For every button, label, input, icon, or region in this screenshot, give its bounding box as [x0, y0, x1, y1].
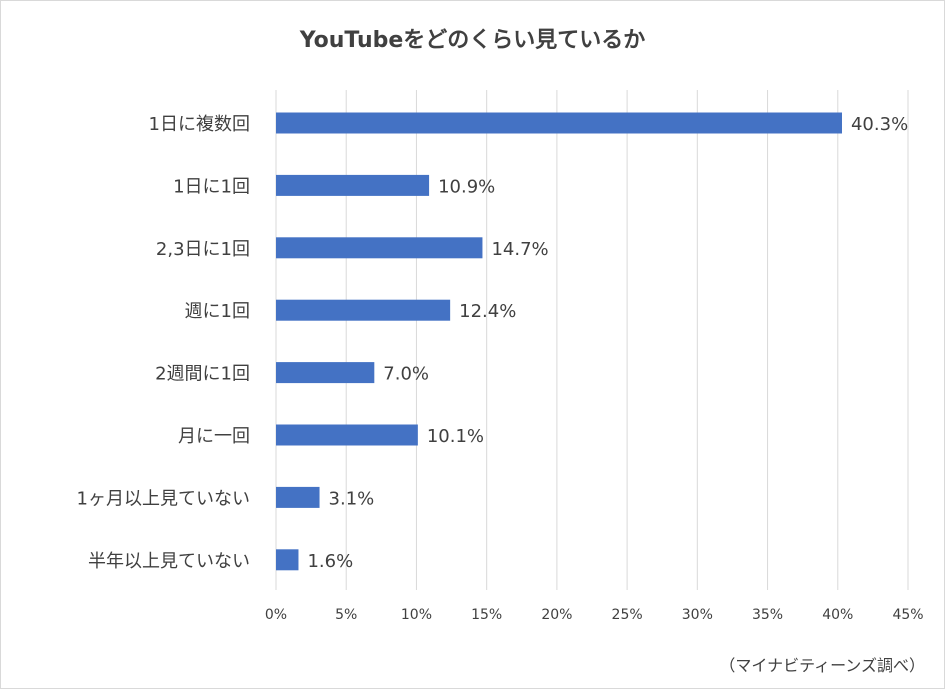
category-label: 月に一回 — [178, 426, 250, 447]
category-label: 半年以上見ていない — [88, 551, 250, 572]
value-label: 40.3% — [851, 114, 908, 135]
category-label: 1ヶ月以上見ていない — [77, 488, 250, 509]
bar — [276, 112, 842, 134]
x-tick-label: 35% — [752, 607, 783, 623]
x-tick-label: 15% — [471, 607, 502, 623]
x-tick-label: 25% — [612, 607, 643, 623]
chart-title: YouTubeをどのくらい見ているか — [299, 28, 646, 53]
bar — [276, 362, 375, 384]
x-tick-label: 20% — [541, 607, 572, 623]
value-label: 3.1% — [329, 488, 375, 509]
value-labels: 40.3% 10.9% 14.7% 12.4% 7.0% 10.1% 3.1% 1.6% — [307, 114, 908, 572]
bar — [276, 424, 418, 446]
x-tick-label: 5% — [335, 607, 357, 623]
value-label: 12.4% — [459, 301, 516, 322]
bar — [276, 299, 451, 321]
x-tick-labels: 0% 5% 10% 15% 20% 25% 30% 35% 40% 45% — [265, 607, 924, 623]
x-tick-label: 10% — [401, 607, 432, 623]
category-label: 2週間に1回 — [155, 364, 250, 385]
value-label: 10.9% — [438, 176, 495, 197]
bar — [276, 174, 430, 196]
x-tick-label: 45% — [892, 607, 923, 623]
value-label: 10.1% — [427, 426, 484, 447]
x-tick-label: 30% — [682, 607, 713, 623]
bars — [276, 112, 842, 571]
source-note: （マイナビティーンズ調べ） — [719, 656, 925, 675]
x-tick-label: 0% — [265, 607, 287, 623]
value-label: 1.6% — [307, 551, 353, 572]
category-label: 1日に1回 — [173, 176, 250, 197]
category-label: 1日に複数回 — [149, 114, 250, 135]
x-tick-label: 40% — [822, 607, 853, 623]
bar — [276, 549, 299, 571]
bar — [276, 237, 483, 259]
bar — [276, 486, 320, 508]
value-label: 7.0% — [383, 364, 429, 385]
category-label: 週に1回 — [185, 301, 250, 322]
value-label: 14.7% — [491, 239, 548, 260]
category-label: 2,3日に1回 — [156, 239, 250, 260]
gridlines — [275, 90, 909, 590]
